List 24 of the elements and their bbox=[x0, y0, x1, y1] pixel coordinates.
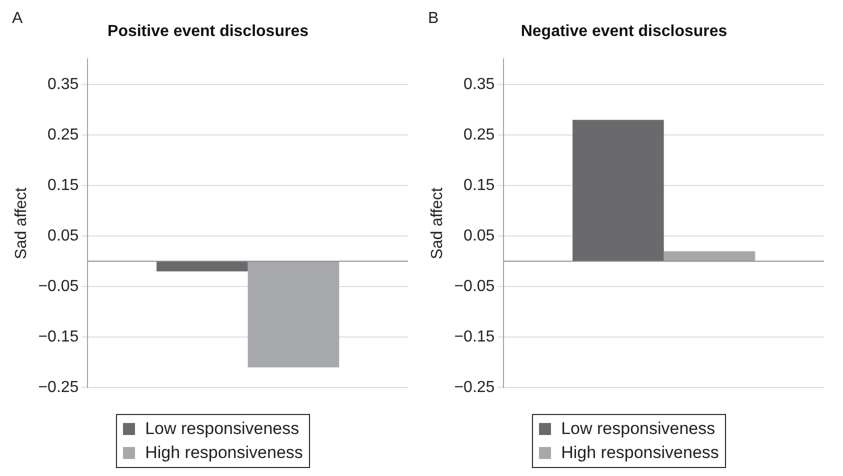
legend-label: Low responsiveness bbox=[145, 418, 300, 440]
y-tick-label: 0.25 bbox=[464, 126, 495, 144]
y-tick-label: −0.05 bbox=[454, 278, 495, 295]
text: A bbox=[12, 10, 23, 28]
y-tick-label: −0.25 bbox=[454, 379, 495, 396]
y-tick-label: 0.05 bbox=[464, 227, 495, 244]
y-tick-label: −0.15 bbox=[454, 328, 495, 346]
y-tick-label: 0.15 bbox=[48, 176, 79, 194]
y-tick-label: −0.25 bbox=[38, 379, 79, 396]
chart-title: Positive event disclosures bbox=[108, 23, 309, 40]
y-tick-label: 0.05 bbox=[48, 227, 79, 244]
y-tick-label: 0.25 bbox=[48, 126, 79, 144]
y-tick-label: 0.15 bbox=[464, 176, 495, 194]
y-tick-label: −0.15 bbox=[38, 328, 79, 346]
y-tick-label: 0.35 bbox=[464, 76, 495, 93]
legend-label: Low responsiveness bbox=[561, 418, 716, 440]
y-tick-label: 0.35 bbox=[48, 76, 79, 93]
text: B bbox=[428, 10, 439, 28]
y-axis-title: Sad affect bbox=[429, 186, 446, 260]
chart-title: Negative event disclosures bbox=[520, 23, 728, 40]
y-axis-title: Sad affect bbox=[13, 186, 30, 260]
legend-label: High responsiveness bbox=[561, 442, 719, 464]
y-tick-label: −0.05 bbox=[38, 278, 79, 295]
legend-label: High responsiveness bbox=[145, 442, 303, 464]
